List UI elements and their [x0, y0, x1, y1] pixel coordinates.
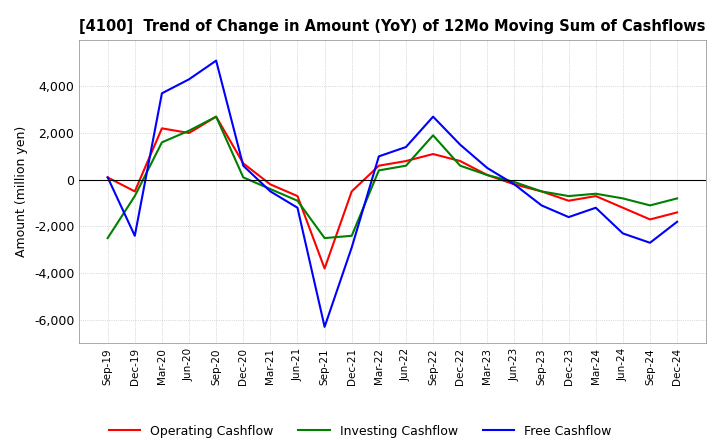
Investing Cashflow: [510, 180, 518, 185]
Investing Cashflow: [591, 191, 600, 196]
Legend: Operating Cashflow, Investing Cashflow, Free Cashflow: Operating Cashflow, Investing Cashflow, …: [104, 420, 616, 440]
Investing Cashflow: [537, 189, 546, 194]
Operating Cashflow: [483, 172, 492, 178]
Free Cashflow: [456, 142, 464, 147]
Operating Cashflow: [591, 194, 600, 199]
Free Cashflow: [564, 214, 573, 220]
Operating Cashflow: [510, 182, 518, 187]
Free Cashflow: [320, 324, 329, 330]
Free Cashflow: [537, 203, 546, 208]
Free Cashflow: [428, 114, 437, 119]
Investing Cashflow: [320, 235, 329, 241]
Investing Cashflow: [374, 168, 383, 173]
Investing Cashflow: [618, 196, 627, 201]
Free Cashflow: [158, 91, 166, 96]
Operating Cashflow: [320, 266, 329, 271]
Operating Cashflow: [374, 163, 383, 169]
Operating Cashflow: [618, 205, 627, 210]
Investing Cashflow: [348, 233, 356, 238]
Y-axis label: Amount (million yen): Amount (million yen): [15, 126, 28, 257]
Free Cashflow: [510, 182, 518, 187]
Free Cashflow: [672, 219, 681, 224]
Operating Cashflow: [564, 198, 573, 203]
Operating Cashflow: [130, 189, 139, 194]
Investing Cashflow: [158, 140, 166, 145]
Investing Cashflow: [212, 114, 220, 119]
Operating Cashflow: [428, 151, 437, 157]
Operating Cashflow: [239, 161, 248, 166]
Investing Cashflow: [428, 133, 437, 138]
Operating Cashflow: [646, 217, 654, 222]
Free Cashflow: [212, 58, 220, 63]
Free Cashflow: [266, 189, 275, 194]
Investing Cashflow: [456, 163, 464, 169]
Operating Cashflow: [212, 114, 220, 119]
Line: Free Cashflow: Free Cashflow: [108, 61, 677, 327]
Investing Cashflow: [402, 163, 410, 169]
Investing Cashflow: [104, 235, 112, 241]
Free Cashflow: [104, 175, 112, 180]
Investing Cashflow: [672, 196, 681, 201]
Operating Cashflow: [348, 189, 356, 194]
Investing Cashflow: [564, 194, 573, 199]
Investing Cashflow: [266, 187, 275, 192]
Free Cashflow: [374, 154, 383, 159]
Operating Cashflow: [158, 126, 166, 131]
Free Cashflow: [591, 205, 600, 210]
Investing Cashflow: [130, 194, 139, 199]
Investing Cashflow: [239, 175, 248, 180]
Investing Cashflow: [185, 128, 194, 133]
Operating Cashflow: [266, 182, 275, 187]
Free Cashflow: [348, 245, 356, 250]
Free Cashflow: [185, 77, 194, 82]
Free Cashflow: [618, 231, 627, 236]
Operating Cashflow: [104, 175, 112, 180]
Free Cashflow: [483, 165, 492, 171]
Line: Operating Cashflow: Operating Cashflow: [108, 117, 677, 268]
Title: [4100]  Trend of Change in Amount (YoY) of 12Mo Moving Sum of Cashflows: [4100] Trend of Change in Amount (YoY) o…: [79, 19, 706, 34]
Operating Cashflow: [672, 210, 681, 215]
Free Cashflow: [130, 233, 139, 238]
Free Cashflow: [646, 240, 654, 246]
Operating Cashflow: [456, 158, 464, 164]
Free Cashflow: [293, 205, 302, 210]
Investing Cashflow: [483, 172, 492, 178]
Line: Investing Cashflow: Investing Cashflow: [108, 117, 677, 238]
Operating Cashflow: [537, 189, 546, 194]
Operating Cashflow: [293, 194, 302, 199]
Operating Cashflow: [402, 158, 410, 164]
Free Cashflow: [239, 163, 248, 169]
Investing Cashflow: [646, 203, 654, 208]
Investing Cashflow: [293, 198, 302, 203]
Operating Cashflow: [185, 130, 194, 136]
Free Cashflow: [402, 144, 410, 150]
